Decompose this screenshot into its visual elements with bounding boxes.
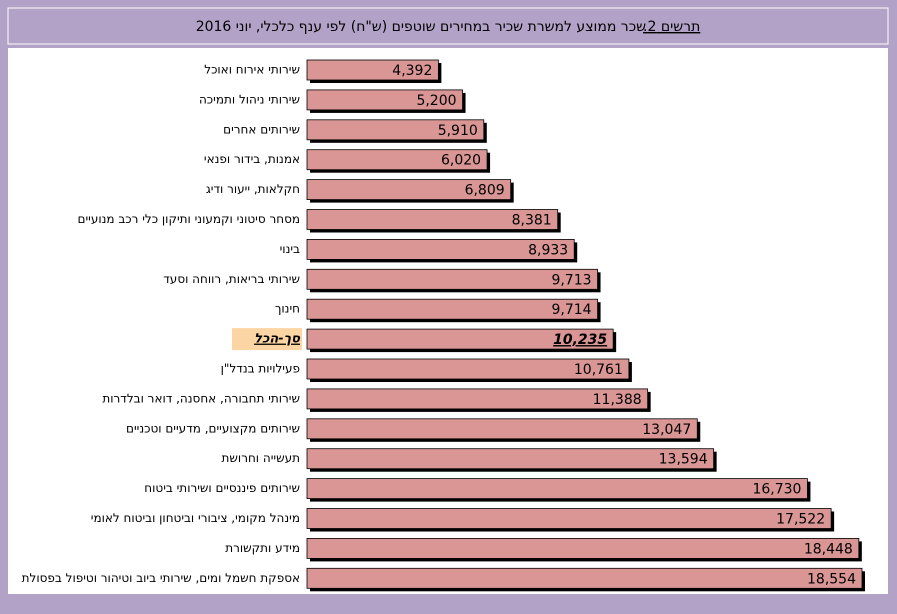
title-text: שכר ממוצע למשרת שכיר במחירים שוטפים (ש"ח… xyxy=(196,19,646,35)
bar xyxy=(306,59,439,81)
category-label: סך-הכל xyxy=(254,332,301,347)
bar xyxy=(306,328,614,350)
bar xyxy=(306,478,808,500)
chart-title: תרשים 2.שכר ממוצע למשרת שכיר במחירים שוט… xyxy=(196,19,701,35)
bar xyxy=(306,149,488,171)
title-label: תרשים 2. xyxy=(643,19,700,35)
category-label: שירותי תחבורה, אחסנה, דואר ובלדרות xyxy=(102,391,300,405)
category-label: שירותי בריאות, רווחה וסעד xyxy=(163,272,300,286)
bar xyxy=(306,209,559,230)
category-label: שירותי אירוח ואוכל xyxy=(204,63,300,77)
category-label: שירותי ניהול ותמיכה xyxy=(199,92,300,106)
category-label: מידע ותקשורת xyxy=(225,541,300,555)
bar xyxy=(306,119,485,141)
bar xyxy=(306,388,649,410)
category-label: שירותים פיננסיים ושירותי ביטוח xyxy=(144,481,300,495)
category-label: אמנות, בידור ופנאי xyxy=(204,152,300,166)
bar xyxy=(306,508,832,529)
value-label: 6,020 xyxy=(441,153,481,169)
value-label: 9,713 xyxy=(551,272,591,288)
bar xyxy=(306,238,575,260)
bar xyxy=(306,179,512,201)
value-label: 5,200 xyxy=(416,93,456,109)
bar xyxy=(306,358,630,380)
value-label: 10,761 xyxy=(574,362,623,378)
category-label: שירותים אחרים xyxy=(223,122,300,136)
value-label: 5,910 xyxy=(438,123,478,139)
value-label: 8,381 xyxy=(512,213,552,229)
bar xyxy=(306,538,860,559)
value-label: 9,714 xyxy=(551,302,591,318)
category-label: מסחר סיטוני וקמעוני ותיקון כלי רכב מנועי… xyxy=(77,212,300,226)
value-label: 17,522 xyxy=(776,512,825,528)
value-label: 18,554 xyxy=(807,571,856,587)
highlight-box xyxy=(232,328,302,351)
bar xyxy=(306,567,863,589)
category-label: אספקת חשמל ומים, שירותי ביוב וטיהור וטיפ… xyxy=(22,571,300,585)
value-label: 8,933 xyxy=(528,242,568,258)
category-label: שירותים מקצועיים, מדעיים וטכניים xyxy=(126,421,300,435)
category-label: חקלאות, ייעור ודיג xyxy=(206,182,300,196)
category-label: פעילויות בנדל"ן xyxy=(221,362,300,376)
category-label: בינוי xyxy=(280,242,300,256)
value-label: 13,047 xyxy=(642,422,691,438)
bar xyxy=(306,448,715,470)
bar xyxy=(306,298,598,320)
value-label: 4,392 xyxy=(392,63,432,79)
bar xyxy=(306,268,598,290)
value-label: 6,809 xyxy=(465,183,505,199)
bar xyxy=(306,418,698,440)
value-label: 18,448 xyxy=(804,541,853,557)
category-label: תעשייה וחרושת xyxy=(222,451,300,465)
value-label: 11,388 xyxy=(593,392,642,408)
value-label: 16,730 xyxy=(752,482,801,498)
bar xyxy=(306,89,463,111)
category-label: מינהל מקומי, ציבורי וביטחון וביטוח לאומי xyxy=(91,511,300,525)
value-label: 13,594 xyxy=(659,452,708,468)
category-label: חינוך xyxy=(275,302,300,316)
value-label: 10,235 xyxy=(553,332,607,348)
title-box xyxy=(7,7,889,45)
